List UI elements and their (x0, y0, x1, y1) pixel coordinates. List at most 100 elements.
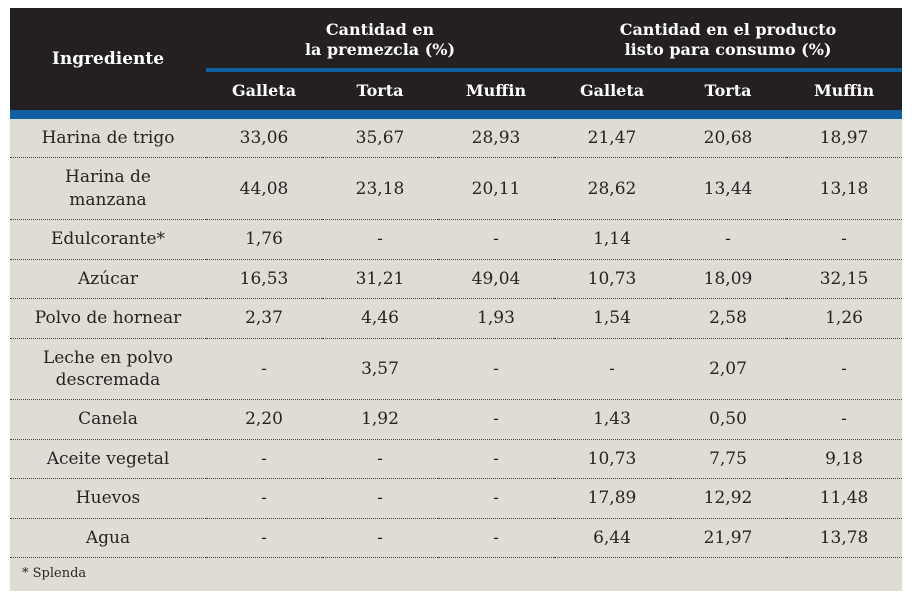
value-cell: 18,97 (786, 118, 903, 159)
value-cell: 12,92 (670, 478, 787, 519)
value-cell: 9,18 (786, 439, 903, 480)
value-cell: 17,89 (554, 478, 671, 519)
table-row: Polvo de hornear 2,37 4,46 1,93 1,54 2,5… (10, 298, 903, 339)
value-cell: 21,97 (670, 518, 787, 559)
table-row: Azúcar 16,53 31,21 49,04 10,73 18,09 32,… (10, 259, 903, 300)
table-row: Harina de manzana 44,08 23,18 20,11 28,6… (10, 157, 903, 221)
value-cell: - (438, 219, 555, 260)
table-footer: * Splenda (10, 557, 903, 592)
value-cell: - (206, 338, 322, 401)
value-cell: - (438, 399, 555, 440)
ingredient-label: Edulcorante* (10, 219, 206, 260)
ingredient-label: Harina de trigo (10, 118, 206, 159)
value-cell: 11,48 (786, 478, 903, 519)
value-cell: - (322, 478, 438, 519)
value-cell: 28,93 (438, 118, 555, 159)
column-header-torta-producto: Torta (670, 71, 787, 110)
value-cell: 32,15 (786, 259, 903, 300)
value-cell: - (786, 338, 903, 401)
table-row: Agua - - - 6,44 21,97 13,78 (10, 518, 903, 559)
value-cell: - (438, 518, 555, 559)
value-cell: 23,18 (322, 157, 438, 221)
table-row: Harina de trigo 33,06 35,67 28,93 21,47 … (10, 118, 903, 159)
ingredient-label: Polvo de hornear (10, 298, 206, 339)
value-cell: 33,06 (206, 118, 322, 159)
value-cell: 2,07 (670, 338, 787, 401)
value-cell: 10,73 (554, 259, 671, 300)
value-cell: - (438, 478, 555, 519)
value-cell: - (322, 439, 438, 480)
value-cell: 10,73 (554, 439, 671, 480)
ingredient-label: Leche en polvo descremada (10, 338, 206, 401)
group-header-producto-line2: listo para consumo (%) (624, 40, 832, 60)
column-header-galleta-premezcla: Galleta (206, 71, 322, 110)
value-cell: 28,62 (554, 157, 671, 221)
table-row: Canela 2,20 1,92 - 1,43 0,50 - (10, 399, 903, 440)
value-cell: 1,43 (554, 399, 671, 440)
value-cell: 2,20 (206, 399, 322, 440)
group-header-premezcla: Cantidad en la premezcla (%) (206, 8, 555, 72)
value-cell: 1,54 (554, 298, 671, 339)
value-cell: - (786, 219, 903, 260)
value-cell: - (322, 219, 438, 260)
value-cell: - (670, 219, 787, 260)
column-header-muffin-premezcla: Muffin (438, 71, 555, 110)
value-cell: 4,46 (322, 298, 438, 339)
value-cell: - (206, 478, 322, 519)
group-header-producto: Cantidad en el producto listo para consu… (554, 8, 903, 72)
ingredient-label: Azúcar (10, 259, 206, 300)
value-cell: 20,11 (438, 157, 555, 221)
table-body: Harina de trigo 33,06 35,67 28,93 21,47 … (10, 109, 903, 559)
value-cell: - (438, 338, 555, 401)
value-cell: 20,68 (670, 118, 787, 159)
value-cell: - (438, 439, 555, 480)
value-cell: 31,21 (322, 259, 438, 300)
value-cell: 13,44 (670, 157, 787, 221)
value-cell: 1,14 (554, 219, 671, 260)
value-cell: 21,47 (554, 118, 671, 159)
footnote: * Splenda (10, 557, 903, 592)
column-header-muffin-producto: Muffin (786, 71, 903, 110)
group-header-premezcla-line2: la premezcla (%) (304, 40, 456, 60)
table-header: Ingrediente Cantidad en la premezcla (%)… (10, 8, 903, 110)
value-cell: 0,50 (670, 399, 787, 440)
value-cell: 16,53 (206, 259, 322, 300)
value-cell: 2,37 (206, 298, 322, 339)
footnote-row: * Splenda (10, 557, 903, 592)
value-cell: 1,26 (786, 298, 903, 339)
sub-header-row: Galleta Torta Muffin Galleta Torta Muffi… (10, 71, 903, 110)
ingredient-label: Agua (10, 518, 206, 559)
ingredient-label: Harina de manzana (10, 157, 206, 221)
value-cell: - (322, 518, 438, 559)
table-row: Edulcorante* 1,76 - - 1,14 - - (10, 219, 903, 260)
value-cell: 2,58 (670, 298, 787, 339)
value-cell: 13,78 (786, 518, 903, 559)
value-cell: - (786, 399, 903, 440)
value-cell: 1,93 (438, 298, 555, 339)
value-cell: 6,44 (554, 518, 671, 559)
ingredient-label: Canela (10, 399, 206, 440)
group-header-row: Ingrediente Cantidad en la premezcla (%)… (10, 8, 903, 110)
value-cell: - (554, 338, 671, 401)
column-header-ingrediente: Ingrediente (10, 8, 206, 110)
ingredient-label: Huevos (10, 478, 206, 519)
table-row: Aceite vegetal - - - 10,73 7,75 9,18 (10, 439, 903, 480)
value-cell: 35,67 (322, 118, 438, 159)
value-cell: 7,75 (670, 439, 787, 480)
table-row: Leche en polvo descremada - 3,57 - - 2,0… (10, 338, 903, 401)
value-cell: 49,04 (438, 259, 555, 300)
blue-divider-bar (10, 109, 903, 119)
value-cell: - (206, 518, 322, 559)
value-cell: 44,08 (206, 157, 322, 221)
value-cell: 3,57 (322, 338, 438, 401)
table-row: Huevos - - - 17,89 12,92 11,48 (10, 478, 903, 519)
value-cell: 13,18 (786, 157, 903, 221)
ingredients-table: Ingrediente Cantidad en la premezcla (%)… (10, 8, 903, 592)
group-header-producto-line1: Cantidad en el producto (619, 20, 837, 39)
column-header-galleta-producto: Galleta (554, 71, 671, 110)
value-cell: 18,09 (670, 259, 787, 300)
column-header-torta-premezcla: Torta (322, 71, 438, 110)
value-cell: 1,76 (206, 219, 322, 260)
group-header-premezcla-line1: Cantidad en (325, 20, 435, 39)
